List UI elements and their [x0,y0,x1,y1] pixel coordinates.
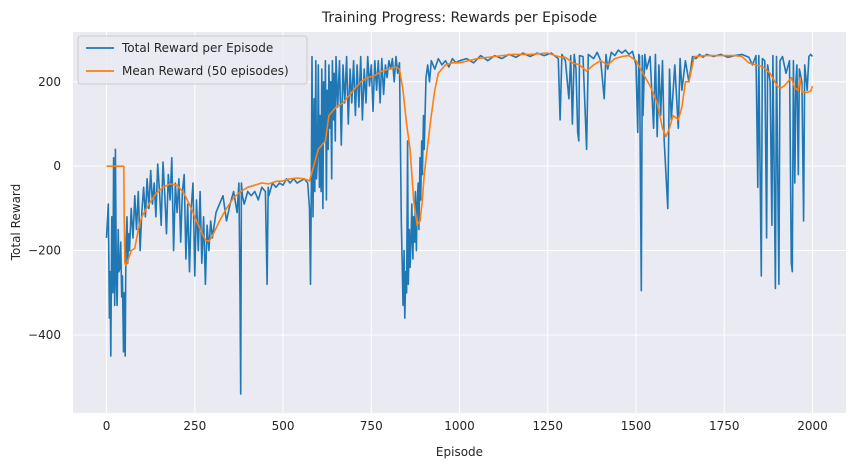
legend-label-total-reward: Total Reward per Episode [121,41,273,55]
x-tick-label: 2000 [797,419,828,433]
x-tick-label: 1000 [444,419,475,433]
legend: Total Reward per Episode Mean Reward (50… [77,35,308,85]
x-tick-label: 0 [103,419,111,433]
x-tick-label: 500 [272,419,295,433]
x-tick-label: 250 [183,419,206,433]
tick-labels: 0 250 500 750 1000 1250 1500 1750 2000 −400 −200 0 2… [28,75,828,433]
y-axis-label: Total Reward [9,184,23,262]
x-axis-label: Episode [436,445,483,459]
legend-box [77,35,308,85]
chart-title: Training Progress: Rewards per Episode [321,10,597,26]
x-tick-label: 750 [360,419,383,433]
legend-label-mean-reward: Mean Reward (50 episodes) [122,64,289,78]
x-tick-label: 1750 [709,419,740,433]
series-line-total-reward [105,49,814,395]
y-tick-label: 200 [38,75,61,89]
x-tick-label: 1500 [621,419,652,433]
y-tick-label: −400 [28,328,61,342]
y-tick-label: 0 [53,159,61,173]
data-series [105,49,814,395]
y-tick-label: −200 [28,244,61,258]
x-tick-label: 1250 [532,419,563,433]
series-line-mean-reward [106,52,814,267]
